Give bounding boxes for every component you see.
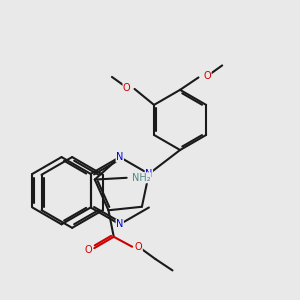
Text: N: N [116, 219, 124, 229]
Text: NH₂: NH₂ [132, 173, 151, 183]
Text: N: N [116, 152, 124, 162]
Text: O: O [123, 82, 130, 92]
Text: N: N [145, 169, 153, 179]
Text: O: O [203, 71, 211, 81]
Text: O: O [135, 242, 142, 252]
Text: O: O [84, 245, 92, 255]
